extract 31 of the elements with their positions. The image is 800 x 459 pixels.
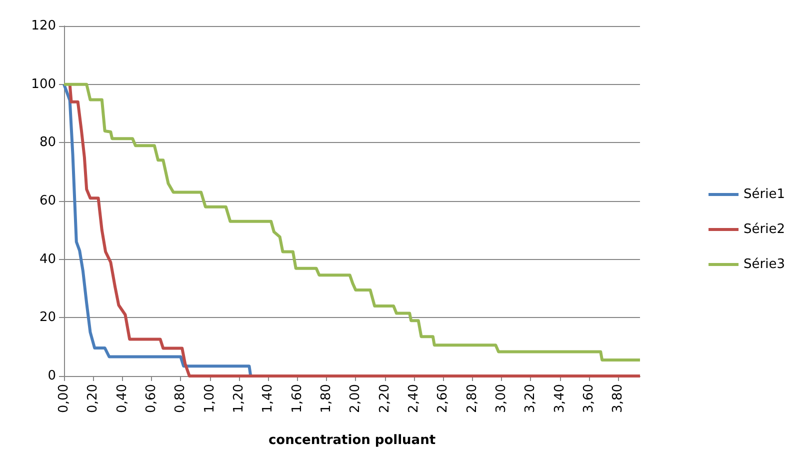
- legend-label: Série3: [744, 257, 786, 272]
- x-tick-label: 3,00: [494, 384, 509, 413]
- x-tick-label: 3,40: [552, 384, 568, 413]
- x-tick-label: 3,80: [610, 384, 626, 413]
- x-tick-label: 0,80: [173, 384, 188, 413]
- x-tick-label: 3,20: [523, 384, 538, 413]
- x-tick-label: 1,80: [318, 384, 334, 413]
- y-tick-label: 60: [39, 194, 56, 208]
- y-tick-label: 80: [39, 135, 56, 150]
- y-tick-label: 40: [39, 252, 56, 267]
- x-tick-label: 0,40: [114, 384, 130, 413]
- x-tick-label: 2,20: [377, 384, 392, 413]
- x-tick-label: 0,00: [56, 384, 72, 413]
- legend-label: Série2: [744, 222, 786, 237]
- x-tick-label: 1,40: [260, 384, 276, 413]
- x-axis-title: concentration polluant: [268, 433, 436, 448]
- x-tick-label: 1,20: [231, 384, 246, 413]
- x-tick-label: 1,00: [202, 384, 218, 413]
- y-tick-label: 120: [31, 18, 56, 34]
- x-tick-label: 2,00: [348, 384, 364, 413]
- x-tick-label: 2,80: [464, 384, 480, 413]
- x-tick-label: 2,60: [436, 384, 451, 413]
- x-tick-label: 1,60: [290, 384, 305, 413]
- x-tick-label: 0,60: [144, 384, 159, 413]
- x-tick-label: 2,40: [406, 384, 422, 413]
- y-tick-label: 20: [39, 310, 56, 326]
- x-tick-label: 3,60: [581, 384, 596, 413]
- y-tick-label: 0: [48, 368, 56, 384]
- y-tick-label: 100: [31, 76, 56, 92]
- legend-label: Série1: [744, 187, 786, 202]
- x-tick-label: 0,20: [86, 384, 101, 413]
